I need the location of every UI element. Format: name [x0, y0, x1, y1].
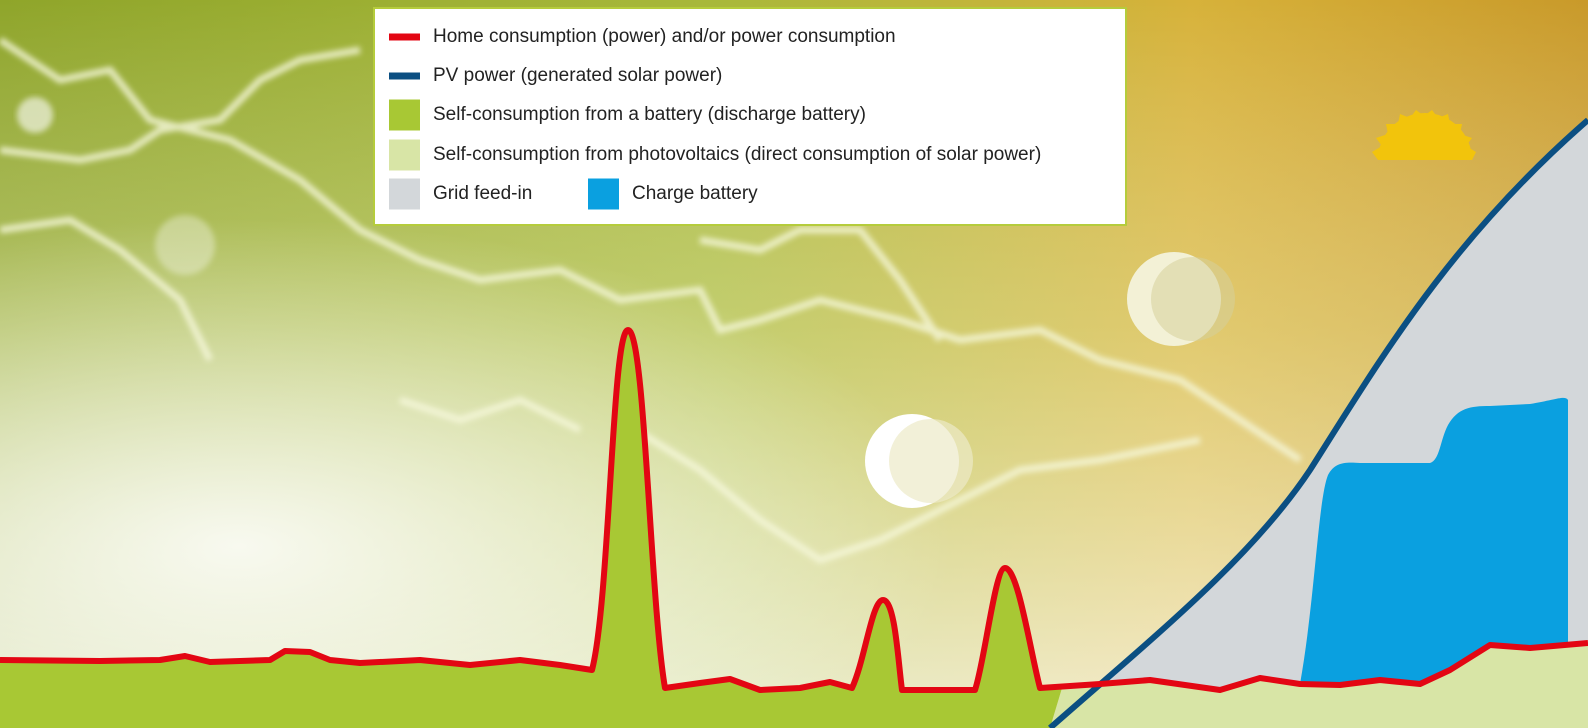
legend-swatch-line	[389, 34, 420, 41]
legend-label: PV power (generated solar power)	[433, 65, 722, 86]
legend-label: Home consumption (power) and/or power co…	[433, 26, 896, 47]
legend-label: Self-consumption from a battery (dischar…	[433, 104, 866, 125]
legend-swatch	[588, 179, 619, 210]
legend-label: Charge battery	[632, 183, 758, 204]
legend-label: Self-consumption from photovoltaics (dir…	[433, 144, 1041, 165]
page: {"legend": {"rows": [ [{"label": "Home c…	[0, 0, 1588, 728]
legend-swatch	[389, 100, 420, 131]
legend-label: Grid feed-in	[433, 183, 532, 204]
moon	[1127, 252, 1235, 346]
moon	[865, 414, 973, 508]
legend-swatch	[389, 140, 420, 171]
legend-swatch	[389, 179, 420, 210]
illustration: Home consumption (power) and/or power co…	[0, 0, 1588, 728]
legend: Home consumption (power) and/or power co…	[374, 8, 1126, 225]
glow-spot	[17, 97, 53, 133]
legend-swatch-line	[389, 73, 420, 80]
glow-spot	[155, 215, 215, 275]
